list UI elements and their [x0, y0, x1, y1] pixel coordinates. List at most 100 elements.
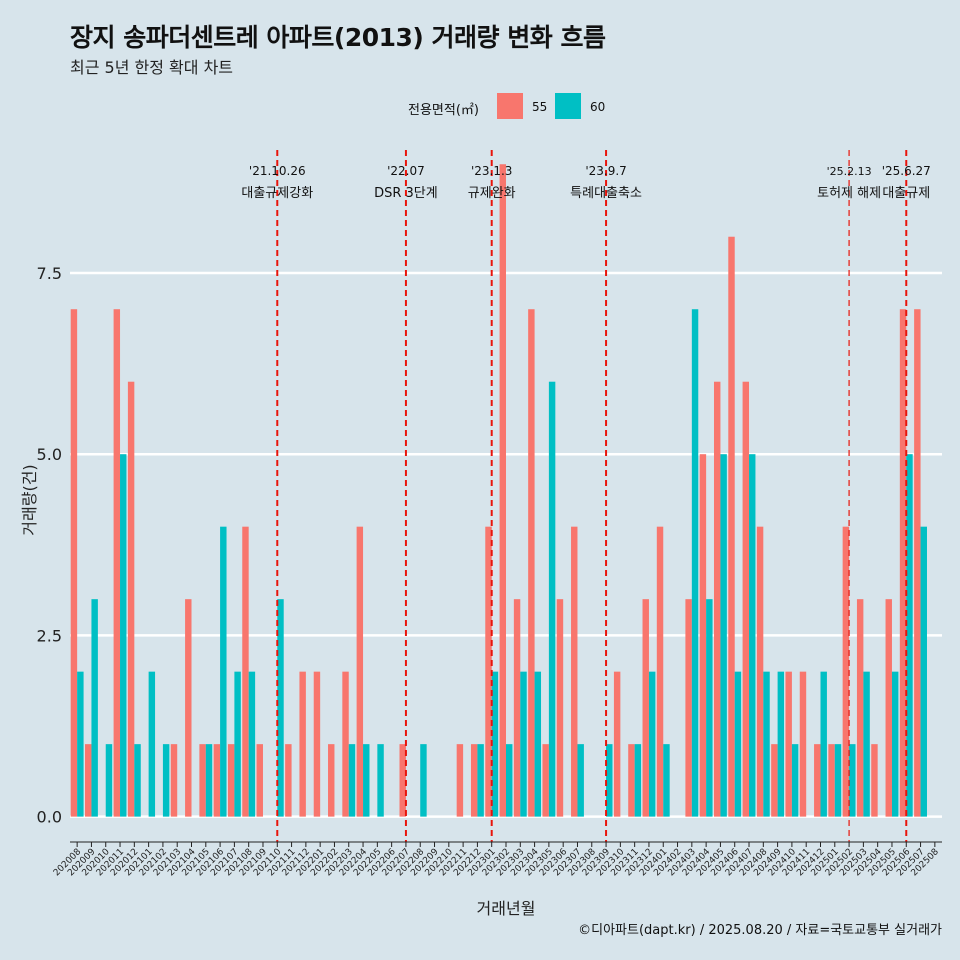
bar-55-202507	[914, 309, 921, 817]
bar-60-202110	[277, 599, 284, 817]
bar-60-202010	[105, 744, 113, 817]
bar-55-202011	[113, 309, 121, 817]
bar-60-202307	[577, 744, 584, 817]
bar-55-202201	[313, 671, 321, 817]
bars	[70, 164, 927, 817]
bar-60-202101	[148, 671, 156, 817]
x-axis-label: 거래년월	[477, 899, 536, 918]
bar-55-202401	[656, 526, 664, 817]
bar-60-202401	[663, 744, 670, 817]
bar-60-202107	[234, 671, 241, 817]
y-tick-label: 2.5	[37, 626, 62, 645]
bar-55-202104	[185, 599, 192, 817]
bar-60-202303	[520, 671, 527, 817]
bar-55-202203	[342, 671, 349, 817]
bar-60-202501	[834, 744, 842, 817]
bar-55-202012	[127, 381, 135, 817]
legend-label-55: 55	[532, 100, 548, 114]
bar-60-202507	[920, 526, 927, 817]
bar-60-202502	[849, 744, 856, 817]
bar-55-202202	[328, 744, 335, 817]
bar-55-202211	[456, 744, 464, 817]
legend-key-55	[497, 93, 523, 119]
bar-60-202506	[906, 454, 913, 817]
event-date: '21.10.26	[249, 164, 306, 178]
bar-55-202305	[542, 744, 549, 817]
bar-60-202505	[891, 671, 899, 817]
bar-60-202301	[491, 671, 499, 817]
bar-55-202503	[856, 599, 864, 817]
bar-55-202304	[528, 309, 535, 817]
bar-55-202109	[256, 744, 263, 817]
bar-55-202403	[685, 599, 692, 817]
bar-55-202504	[871, 744, 878, 817]
bar-60-202102	[162, 744, 170, 817]
bar-55-202111	[285, 744, 292, 817]
event-date: '25.6.27	[882, 164, 931, 178]
bar-60-202412	[820, 671, 827, 817]
bar-55-202302	[499, 164, 506, 817]
bar-55-202311	[628, 744, 635, 817]
bar-55-202406	[728, 236, 735, 817]
event-date: '23.1.3	[471, 164, 512, 178]
bar-55-202303	[513, 599, 521, 817]
legend-label-60: 60	[590, 100, 606, 114]
bar-60-202503	[863, 671, 870, 817]
y-tick-label: 0.0	[37, 808, 62, 827]
bar-55-202103	[170, 744, 178, 817]
bar-55-202412	[814, 744, 821, 817]
bar-60-202405	[720, 454, 727, 817]
bar-60-202108	[248, 671, 256, 817]
event-date: '22.07	[387, 164, 425, 178]
bar-60-202404	[706, 599, 713, 817]
event-label: 토허제 해제	[817, 186, 881, 201]
bar-55-202506	[899, 309, 907, 817]
bar-55-202407	[742, 381, 750, 817]
bar-60-202311	[634, 744, 642, 817]
bar-60-202403	[691, 309, 699, 817]
y-tick-label: 5.0	[37, 445, 62, 464]
event-date: '25.2.13	[827, 165, 872, 178]
legend: 전용면적(㎡) 55 60	[0, 92, 960, 122]
bar-60-202105	[205, 744, 213, 817]
bar-60-202008	[77, 671, 84, 817]
bar-55-202312	[642, 599, 649, 817]
bar-60-202304	[534, 671, 542, 817]
bar-60-202302	[506, 744, 513, 817]
bar-55-202310	[613, 671, 621, 817]
bar-55-202408	[756, 526, 764, 817]
y-axis-label: 거래량(건)	[20, 464, 39, 535]
bar-55-202405	[713, 381, 721, 817]
bar-55-202212	[470, 744, 478, 817]
bar-60-202204	[363, 744, 370, 817]
bar-55-202107	[227, 744, 235, 817]
bar-55-202112	[299, 671, 306, 817]
bar-60-202009	[91, 599, 98, 817]
bar-60-202203	[348, 744, 356, 817]
bar-60-202409	[777, 671, 785, 817]
event-label: 규제완화	[468, 186, 516, 201]
bar-55-202505	[885, 599, 892, 817]
bar-60-202410	[791, 744, 799, 817]
bar-60-202312	[648, 671, 656, 817]
chart-title: 장지 송파더센트레 아파트(2013) 거래량 변화 흐름	[70, 23, 606, 52]
bar-55-202207	[399, 744, 406, 817]
event-label: 특례대출축소	[570, 186, 642, 201]
bar-55-202108	[242, 526, 249, 817]
bar-60-202407	[749, 454, 756, 817]
bar-60-202309	[606, 744, 613, 817]
event-label: 대출규제강화	[241, 186, 313, 201]
chart-subtitle: 최근 5년 한정 확대 차트	[70, 58, 234, 77]
bar-55-202009	[85, 744, 92, 817]
bar-60-202012	[134, 744, 141, 817]
bar-55-202410	[785, 671, 792, 817]
bar-60-202205	[377, 744, 384, 817]
bar-55-202306	[556, 599, 564, 817]
bar-55-202106	[213, 744, 221, 817]
bar-60-202305	[548, 381, 556, 817]
bar-60-202011	[120, 454, 127, 817]
bar-55-202204	[356, 526, 364, 817]
bar-60-202208	[420, 744, 427, 817]
bar-55-202307	[571, 526, 578, 817]
